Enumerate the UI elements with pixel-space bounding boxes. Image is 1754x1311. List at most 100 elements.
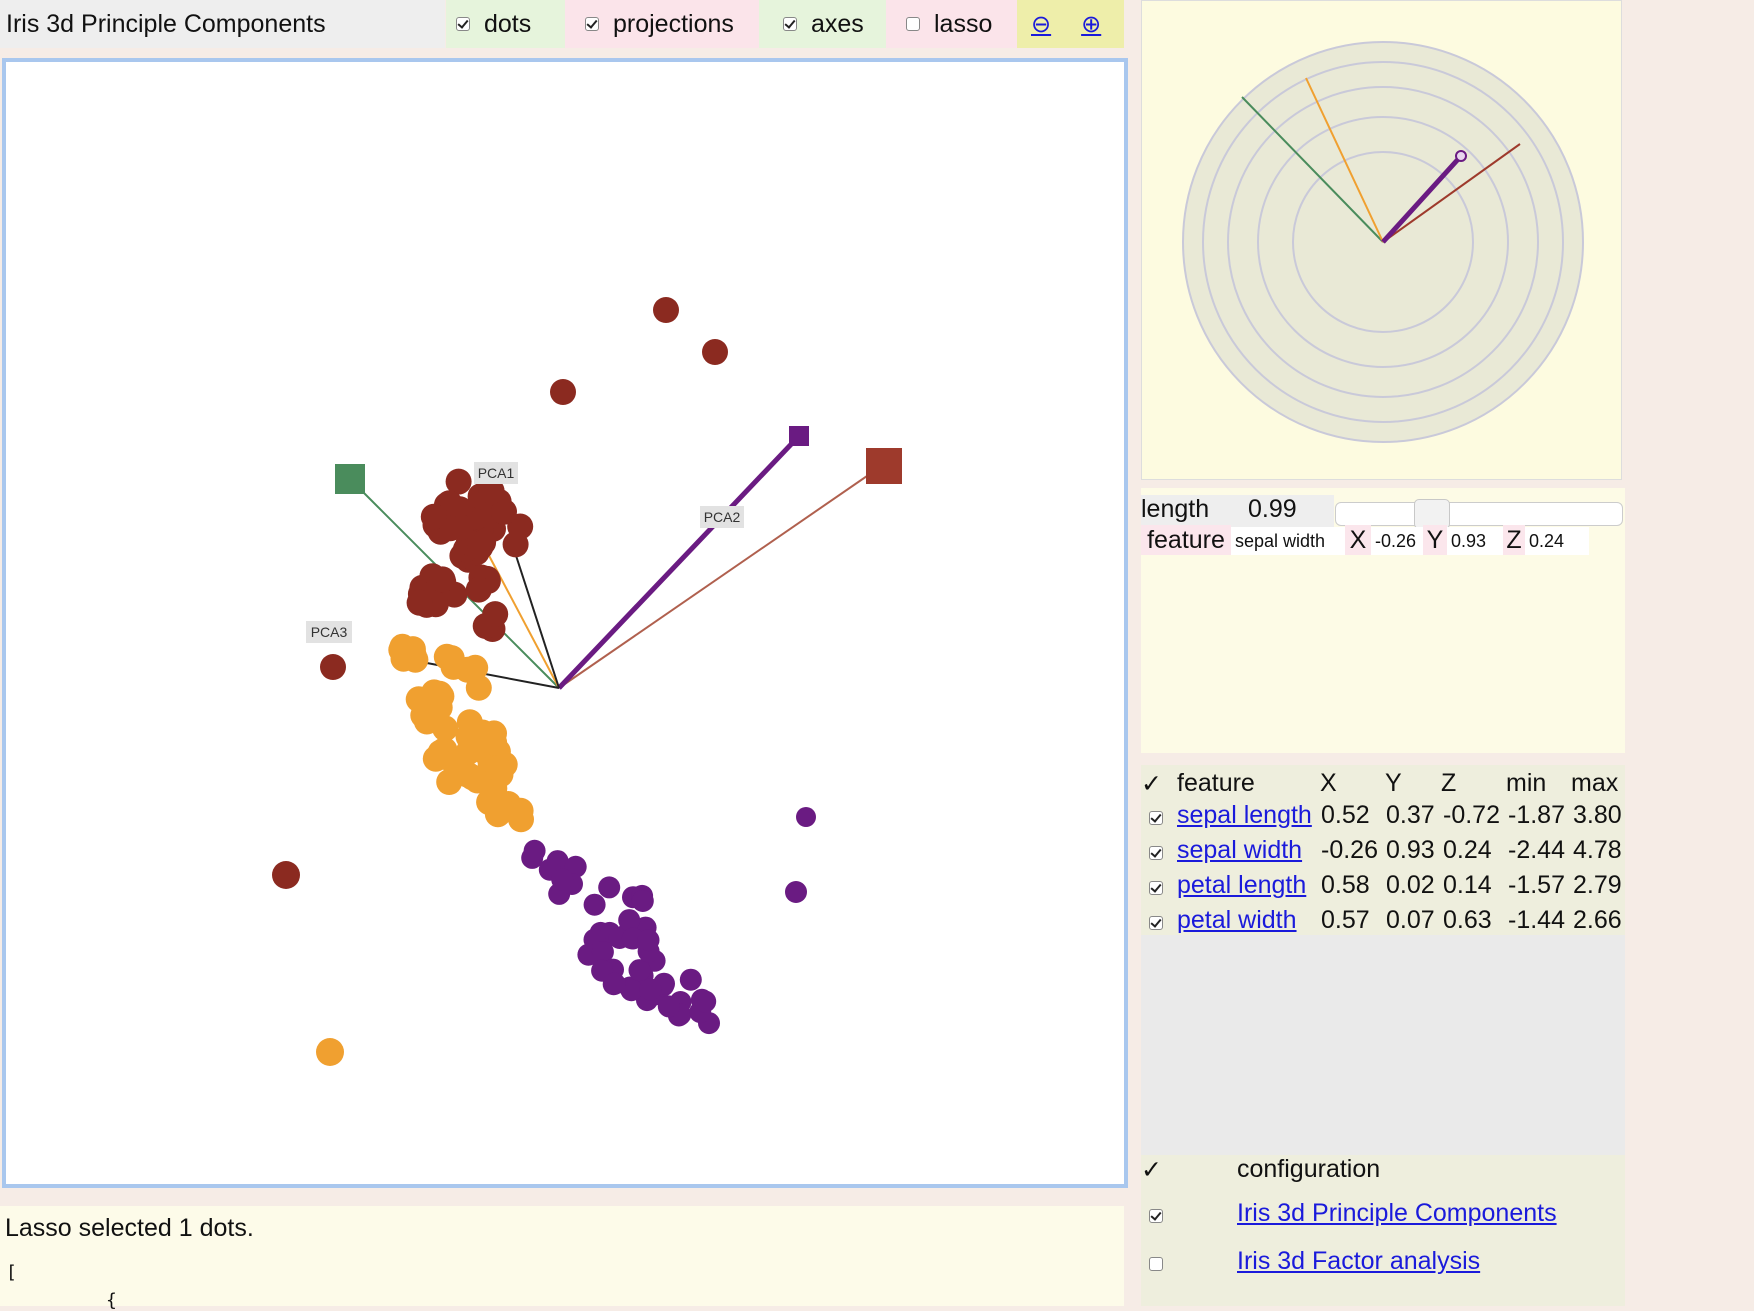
data-point[interactable]	[422, 745, 449, 772]
axes-toggle[interactable]: axes	[759, 0, 886, 48]
length-slider[interactable]	[1335, 495, 1625, 531]
lasso-checkbox[interactable]	[906, 17, 920, 31]
sepal-length-axis-marker[interactable]	[866, 448, 902, 484]
rotation-dial[interactable]	[1142, 1, 1622, 481]
data-point[interactable]	[502, 531, 529, 558]
cell-min: -2.44	[1508, 836, 1565, 864]
axes-checkbox[interactable]	[783, 17, 797, 31]
col-check-header: ✓	[1141, 770, 1162, 798]
data-point[interactable]	[320, 654, 346, 680]
z-field[interactable]: 0.24	[1525, 527, 1589, 555]
data-point[interactable]	[603, 972, 626, 995]
app-title: Iris 3d Principle Components	[6, 9, 326, 38]
row-checkbox[interactable]	[1149, 846, 1163, 860]
projections-toggle[interactable]: projections	[565, 0, 759, 48]
cell-max: 3.80	[1573, 801, 1622, 829]
row-checkbox[interactable]	[1149, 811, 1163, 825]
data-point[interactable]	[583, 893, 606, 916]
data-point[interactable]	[657, 995, 680, 1018]
axes-label: axes	[811, 9, 864, 38]
data-point[interactable]	[465, 576, 492, 603]
cell-max: 4.78	[1573, 836, 1622, 864]
data-point[interactable]	[272, 861, 300, 889]
zoom-controls: ⊖ ⊕	[1017, 0, 1124, 48]
data-point[interactable]	[478, 478, 505, 504]
cell-max: 2.79	[1573, 871, 1622, 899]
data-point[interactable]	[796, 807, 816, 827]
config-link[interactable]: Iris 3d Principle Components	[1237, 1199, 1557, 1227]
feature-link[interactable]: sepal length	[1177, 801, 1312, 829]
data-point[interactable]	[420, 503, 447, 530]
col-x-header: X	[1320, 769, 1337, 797]
config-item[interactable]: Iris 3d Factor analysis	[1141, 1243, 1625, 1283]
plot-canvas[interactable]: PCA1 PCA2 PCA3	[6, 62, 1124, 1184]
dots-toggle[interactable]: dots	[446, 0, 565, 48]
data-point[interactable]	[508, 806, 534, 833]
row-checkbox[interactable]	[1149, 916, 1163, 930]
data-point[interactable]	[628, 959, 651, 982]
feature-link[interactable]: petal length	[1177, 871, 1307, 899]
data-point[interactable]	[482, 601, 509, 628]
data-point[interactable]	[598, 876, 621, 899]
config-link[interactable]: Iris 3d Factor analysis	[1237, 1247, 1481, 1275]
dial-axis-petal-length	[1305, 77, 1384, 243]
data-point[interactable]	[459, 764, 486, 791]
data-point[interactable]	[438, 645, 465, 672]
slider-thumb[interactable]	[1414, 499, 1450, 529]
feature-link[interactable]: sepal width	[1177, 836, 1303, 864]
data-point[interactable]	[405, 686, 432, 713]
lasso-toggle[interactable]: lasso	[886, 0, 1017, 48]
data-point[interactable]	[551, 868, 574, 891]
petal-width-axis-marker[interactable]	[789, 426, 809, 446]
dial-handle[interactable]	[1455, 150, 1467, 162]
data-point[interactable]	[679, 968, 702, 991]
data-point[interactable]	[418, 704, 445, 731]
svg-text:PCA1: PCA1	[478, 465, 515, 481]
pca-3d-plot[interactable]: PCA1 PCA2 PCA3	[2, 58, 1128, 1188]
feature-link[interactable]: petal width	[1177, 906, 1297, 934]
feature-name-field[interactable]: sepal width	[1231, 527, 1345, 555]
zoom-out-icon[interactable]: ⊖	[1031, 10, 1052, 38]
row-checkbox[interactable]	[1149, 881, 1163, 895]
config-item[interactable]: Iris 3d Principle Components	[1141, 1195, 1625, 1235]
data-point[interactable]	[620, 979, 643, 1002]
data-point[interactable]	[591, 941, 614, 963]
config-checkbox[interactable]	[1149, 1209, 1163, 1223]
data-point[interactable]	[389, 633, 416, 660]
projections-checkbox[interactable]	[585, 17, 599, 31]
y-field[interactable]: 0.93	[1447, 527, 1503, 555]
data-point[interactable]	[465, 674, 492, 701]
data-point[interactable]	[485, 755, 511, 782]
data-point[interactable]	[631, 890, 654, 912]
data-point[interactable]	[456, 709, 483, 736]
data-point[interactable]	[785, 881, 807, 903]
dots-label: dots	[484, 9, 532, 38]
sepal-width-axis-marker[interactable]	[335, 464, 365, 494]
x-field[interactable]: -0.26	[1371, 527, 1423, 555]
rotation-dial-panel[interactable]	[1141, 0, 1622, 480]
data-point[interactable]	[653, 297, 679, 323]
cell-x: -0.26	[1321, 836, 1378, 864]
pca2-label: PCA2	[700, 506, 744, 528]
data-point[interactable]	[406, 589, 433, 616]
data-point[interactable]	[429, 566, 456, 593]
data-point[interactable]	[523, 839, 546, 862]
zoom-in-icon[interactable]: ⊕	[1081, 10, 1102, 38]
data-point[interactable]	[467, 534, 494, 561]
data-point[interactable]	[618, 909, 641, 932]
data-point[interactable]	[637, 929, 660, 952]
slider-track[interactable]	[1335, 502, 1623, 526]
data-point[interactable]	[481, 729, 508, 756]
data-points[interactable]	[272, 297, 816, 1184]
cell-x: 0.58	[1321, 871, 1370, 899]
dots-checkbox[interactable]	[456, 17, 470, 31]
data-point[interactable]	[491, 498, 517, 525]
data-point[interactable]	[702, 339, 728, 365]
data-point[interactable]	[445, 468, 472, 495]
data-point[interactable]	[694, 990, 717, 1013]
data-point[interactable]	[316, 1038, 344, 1066]
data-point[interactable]	[550, 379, 576, 405]
config-checkbox[interactable]	[1149, 1257, 1163, 1271]
data-point[interactable]	[639, 978, 662, 1001]
cell-min: -1.87	[1508, 801, 1565, 829]
